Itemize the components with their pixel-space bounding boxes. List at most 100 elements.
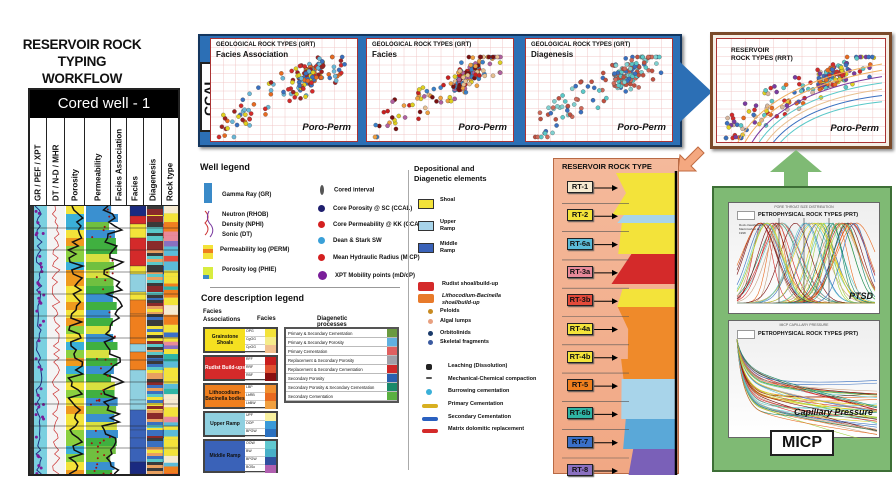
porosity-fill	[66, 278, 84, 286]
col-facies: Facies	[127, 118, 144, 205]
rock-type-label-rt-2: RT-2	[567, 209, 593, 222]
marker-dot-icon	[318, 271, 327, 280]
title-line-1: RESERVOIR ROCK TYPING	[22, 37, 142, 69]
facies-band	[147, 471, 163, 474]
rock-layer	[617, 289, 676, 307]
data-point	[441, 82, 446, 88]
well-header: Cored well - 1	[30, 90, 178, 118]
data-point	[590, 98, 596, 103]
process-swatch	[387, 392, 397, 400]
data-point	[424, 88, 430, 94]
facies-list: OPG CgOG CpOG	[245, 329, 265, 353]
core-perm-point	[102, 288, 105, 291]
plot-title: GEOLOGICAL ROCK TYPES (GRT)	[216, 42, 316, 48]
data-point	[297, 63, 303, 69]
data-point	[563, 99, 568, 104]
arrow-head-icon	[612, 269, 618, 276]
well-legend: Well legend	[200, 162, 405, 172]
facies-band	[147, 329, 163, 332]
facies-association-group: Lithocodium-Bacinella bodies LBP LbRB LbBW	[203, 383, 278, 409]
data-point	[289, 68, 294, 74]
dt-track	[47, 206, 65, 474]
rock-type-band	[164, 349, 178, 355]
data-point	[589, 79, 594, 84]
legend-item: Dean & Stark SW	[318, 237, 382, 244]
process-label: Replacement & Secondary Porosity	[288, 358, 355, 363]
facies-band	[147, 256, 163, 259]
data-point	[497, 60, 503, 65]
facies-band	[147, 441, 163, 444]
depositional-label: Primary Cementation	[448, 401, 504, 407]
process-label: Secondary Porosity	[288, 376, 325, 381]
capillary-curve	[736, 338, 878, 408]
grt-diagenesis-plot: GEOLOGICAL ROCK TYPES (GRT) Diagenesis Por…	[525, 38, 673, 142]
reservoir-rock-type-panel: RESERVOIR ROCK TYPE RT-1 RT-2 RT-6a RT-3a RT…	[553, 158, 679, 476]
data-point	[434, 99, 439, 104]
facies-band	[147, 416, 163, 419]
facies-band	[147, 300, 163, 303]
data-point	[550, 105, 556, 110]
well-legend-title: Well legend	[200, 162, 250, 172]
algal-lump-icon	[428, 319, 433, 324]
data-point	[780, 104, 785, 110]
core-perm-point	[99, 441, 102, 444]
data-point	[430, 94, 435, 100]
col-label: Permeability	[93, 153, 102, 201]
core-perm-point	[95, 276, 98, 279]
arrow-head-icon	[612, 241, 618, 248]
facies-band	[147, 335, 163, 338]
facies-swatch	[265, 365, 276, 373]
core-perm-point	[102, 389, 105, 392]
data-point	[854, 56, 859, 61]
data-point	[232, 109, 237, 114]
rock-layer	[617, 215, 676, 223]
facies-band	[147, 419, 163, 422]
facies-band	[147, 259, 163, 262]
depositional-label: Burrowing cementation	[448, 388, 510, 394]
data-point	[539, 134, 544, 140]
rock-type-band	[164, 388, 178, 395]
permeability-fill	[86, 406, 117, 414]
core-perm-point	[108, 215, 111, 218]
depositional-label: Skeletal fragments	[440, 339, 489, 345]
rock-type-label-rt-1: RT-1	[567, 181, 593, 193]
xpt-point	[37, 283, 41, 287]
data-point	[287, 98, 292, 104]
capillary-pressure-plot: MICP CAPILLARY PRESSURE PETROPHYSICAL RO…	[728, 320, 880, 439]
data-point	[470, 55, 475, 60]
data-point	[279, 71, 284, 76]
facies-swatches	[265, 329, 276, 353]
xpt-point	[37, 296, 41, 300]
rock-type-band	[164, 337, 178, 342]
data-point	[752, 120, 758, 125]
facies-band	[147, 358, 163, 361]
porosity-fill	[66, 390, 84, 398]
rock-layer	[617, 307, 676, 329]
association-label: Grainstone Shoals	[205, 329, 245, 351]
data-point	[843, 84, 849, 90]
facies-swatch	[265, 329, 276, 337]
data-point	[844, 54, 850, 60]
data-point	[422, 105, 428, 111]
facies-list: LBP LbRB LbBW	[245, 385, 265, 409]
capillary-curve	[736, 338, 878, 422]
facies-band	[147, 456, 163, 459]
data-point	[402, 115, 408, 120]
depositional-label: Secondary Cementation	[448, 414, 511, 420]
porosity-fill	[66, 462, 84, 470]
facies-association-band	[129, 429, 147, 439]
porosity-fill	[66, 222, 84, 230]
data-point	[447, 95, 453, 100]
rock-type-band	[164, 439, 178, 447]
permeability-fill	[86, 262, 114, 270]
rock-type-band	[164, 305, 178, 315]
col-label: DT / N-D / MHR	[51, 144, 60, 201]
permeability-fill	[86, 294, 113, 302]
data-point	[381, 109, 387, 115]
cored-well-panel: Cored well - 1 GR / PEF / XPT DT / N-D /…	[28, 88, 182, 478]
permeability-fill	[86, 446, 116, 454]
facies-band	[147, 236, 163, 239]
facies-swatch	[265, 357, 276, 365]
rock-type-band	[164, 225, 178, 232]
micp-label: MICP	[770, 430, 834, 456]
